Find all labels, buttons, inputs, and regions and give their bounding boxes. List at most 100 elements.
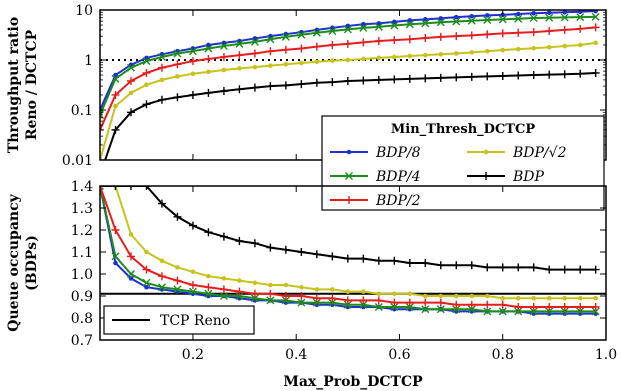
data-point <box>221 67 227 73</box>
data-point <box>330 287 335 292</box>
data-point <box>252 64 258 70</box>
data-point <box>281 245 290 254</box>
data-point <box>438 293 444 299</box>
data-point <box>250 294 259 303</box>
data-point <box>467 16 476 25</box>
data-point <box>219 232 228 241</box>
data-point <box>281 32 290 41</box>
data-point <box>407 291 413 297</box>
data-point <box>577 10 583 15</box>
data-point <box>546 10 552 16</box>
data-point <box>126 186 135 190</box>
legend-entry-bdp-2: BDP/2 <box>330 193 421 209</box>
legend-marker <box>345 196 353 204</box>
data-point <box>514 71 523 80</box>
data-point <box>159 77 165 83</box>
data-point <box>483 30 492 39</box>
data-point <box>498 15 507 24</box>
y-tick-label: 1.1 <box>71 245 93 261</box>
data-point <box>281 45 290 54</box>
data-point <box>312 28 321 37</box>
data-point <box>299 284 304 290</box>
data-point <box>221 276 227 281</box>
data-point <box>576 307 585 316</box>
queue-ylabel-line1: Queue occupancy <box>6 193 22 331</box>
data-point <box>359 254 368 263</box>
data-point <box>328 78 337 87</box>
data-point <box>452 300 461 309</box>
data-point <box>266 296 275 305</box>
data-point <box>436 32 445 41</box>
data-point <box>405 298 414 307</box>
data-point <box>374 75 383 84</box>
x-tick-label: 0.2 <box>182 347 204 363</box>
data-point <box>453 14 459 20</box>
data-point <box>498 300 507 309</box>
throughput-plot: 0.01 0.1 1 10 Throughput ratio Reno / DCTCP… <box>6 3 607 211</box>
data-point <box>593 10 598 14</box>
data-point <box>113 260 118 266</box>
data-point <box>483 72 492 81</box>
series-bdp-8 <box>100 10 598 113</box>
data-point <box>219 86 228 95</box>
data-point <box>577 295 583 301</box>
data-point <box>361 56 366 62</box>
data-point <box>343 296 352 305</box>
legend-label: BDP/8 <box>375 145 421 161</box>
data-point <box>219 285 228 294</box>
y-tick-label: 0.8 <box>71 311 93 327</box>
data-point <box>283 282 289 288</box>
data-point <box>126 63 135 72</box>
data-point <box>312 298 321 307</box>
data-point <box>204 88 213 97</box>
data-point <box>111 125 120 134</box>
data-point <box>374 256 383 265</box>
data-point <box>188 57 197 66</box>
data-point <box>328 294 337 303</box>
x-tick-label: 0.4 <box>285 347 307 363</box>
data-point <box>299 60 304 66</box>
data-point <box>452 261 461 270</box>
data-point <box>206 273 211 279</box>
data-point <box>392 19 397 25</box>
data-point <box>312 42 321 51</box>
data-point <box>111 226 120 234</box>
queue-occupancy-legend: TCP Reno <box>103 305 255 335</box>
series-bdp-4 <box>100 186 600 316</box>
data-point <box>345 289 351 294</box>
data-point <box>111 90 120 99</box>
data-point <box>188 281 197 289</box>
data-point <box>128 90 134 96</box>
data-point <box>343 39 352 48</box>
data-point <box>173 285 182 294</box>
data-point <box>500 295 506 301</box>
data-point <box>467 305 476 314</box>
data-point <box>361 21 366 27</box>
data-point <box>113 103 118 109</box>
y-tick-label: 1.0 <box>71 267 93 283</box>
data-point <box>190 269 196 275</box>
data-point <box>576 265 585 274</box>
data-point <box>343 77 352 86</box>
data-point <box>376 21 382 26</box>
data-point <box>529 303 538 311</box>
data-point <box>376 291 382 297</box>
data-point <box>515 11 521 17</box>
data-point <box>560 307 569 316</box>
data-point <box>576 13 585 22</box>
data-point <box>204 44 213 53</box>
y-tick-label: 0.9 <box>71 289 93 305</box>
x-tick-label: 1.0 <box>595 347 617 363</box>
data-point <box>390 298 399 307</box>
data-point <box>157 199 166 208</box>
data-point <box>545 307 554 316</box>
data-point <box>452 17 461 26</box>
data-point <box>188 287 197 296</box>
y-tick-label: 0.7 <box>71 333 93 349</box>
y-tick-label: 1 <box>84 53 93 69</box>
data-point <box>390 75 399 84</box>
data-point <box>237 278 242 283</box>
data-point <box>204 54 213 63</box>
data-point <box>142 278 151 287</box>
data-point <box>374 303 383 311</box>
